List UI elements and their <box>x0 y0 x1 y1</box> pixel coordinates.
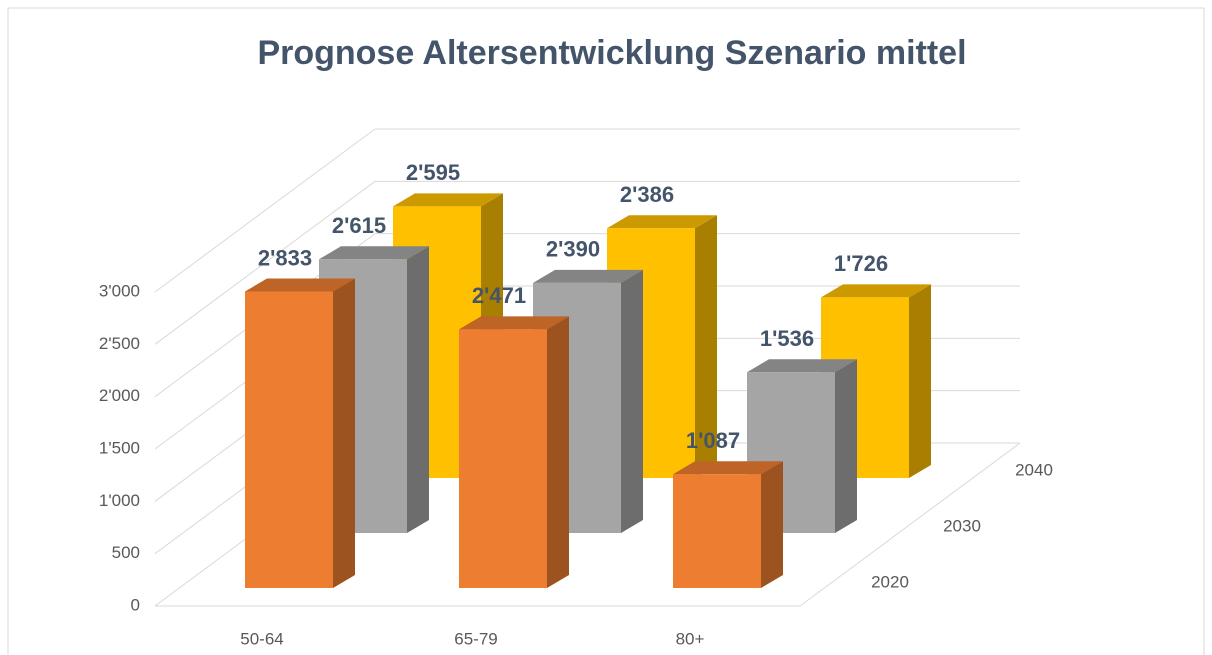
bar-side <box>835 359 857 533</box>
floor-edge <box>799 442 1021 607</box>
bar-side <box>547 316 569 588</box>
bar <box>673 461 783 588</box>
bar-side <box>695 215 717 479</box>
depth-label: 2040 <box>1015 460 1053 479</box>
value-label: 2'386 <box>620 182 674 207</box>
y-tick-label: 0 <box>131 595 140 614</box>
bar-top <box>459 316 569 330</box>
bar-front <box>245 291 333 588</box>
bar-top <box>393 193 503 207</box>
x-tick-label: 65-79 <box>454 629 497 648</box>
bar-side <box>909 284 931 478</box>
value-label: 1'726 <box>834 251 888 276</box>
bar-top <box>319 246 429 260</box>
bar-top <box>821 284 931 298</box>
x-tick-label: 80+ <box>676 629 705 648</box>
y-tick-label: 500 <box>112 543 140 562</box>
value-label: 1'536 <box>760 326 814 351</box>
bar-top <box>747 359 857 373</box>
bar-top <box>533 269 643 283</box>
y-tick-label: 3'000 <box>99 281 140 300</box>
depth-label: 2030 <box>943 516 981 535</box>
value-label: 2'471 <box>472 283 526 308</box>
y-tick-label: 2'000 <box>99 386 140 405</box>
bar-side <box>333 278 355 588</box>
bar-top <box>607 215 717 229</box>
y-tick-label: 2'500 <box>99 334 140 353</box>
chart-title: Prognose Altersentwicklung Szenario mitt… <box>257 34 966 72</box>
grid-line <box>154 128 376 293</box>
depth-label: 2020 <box>871 572 909 591</box>
value-label: 1'087 <box>686 428 740 453</box>
bar-side <box>407 246 429 533</box>
bar <box>459 316 569 588</box>
bar-front <box>673 474 761 588</box>
bar-side <box>761 461 783 588</box>
value-label: 2'615 <box>332 213 386 238</box>
y-tick-label: 1'000 <box>99 491 140 510</box>
bar-top <box>673 461 783 475</box>
bar-side <box>621 269 643 533</box>
value-label: 2'833 <box>258 245 312 270</box>
value-label: 2'390 <box>546 237 600 262</box>
grid-line <box>154 180 376 345</box>
value-label: 2'595 <box>406 160 460 185</box>
bar-front <box>459 329 547 588</box>
x-tick-label: 50-64 <box>240 629 283 648</box>
bar-top <box>245 278 355 292</box>
bar <box>245 278 355 588</box>
y-tick-label: 1'500 <box>99 438 140 457</box>
